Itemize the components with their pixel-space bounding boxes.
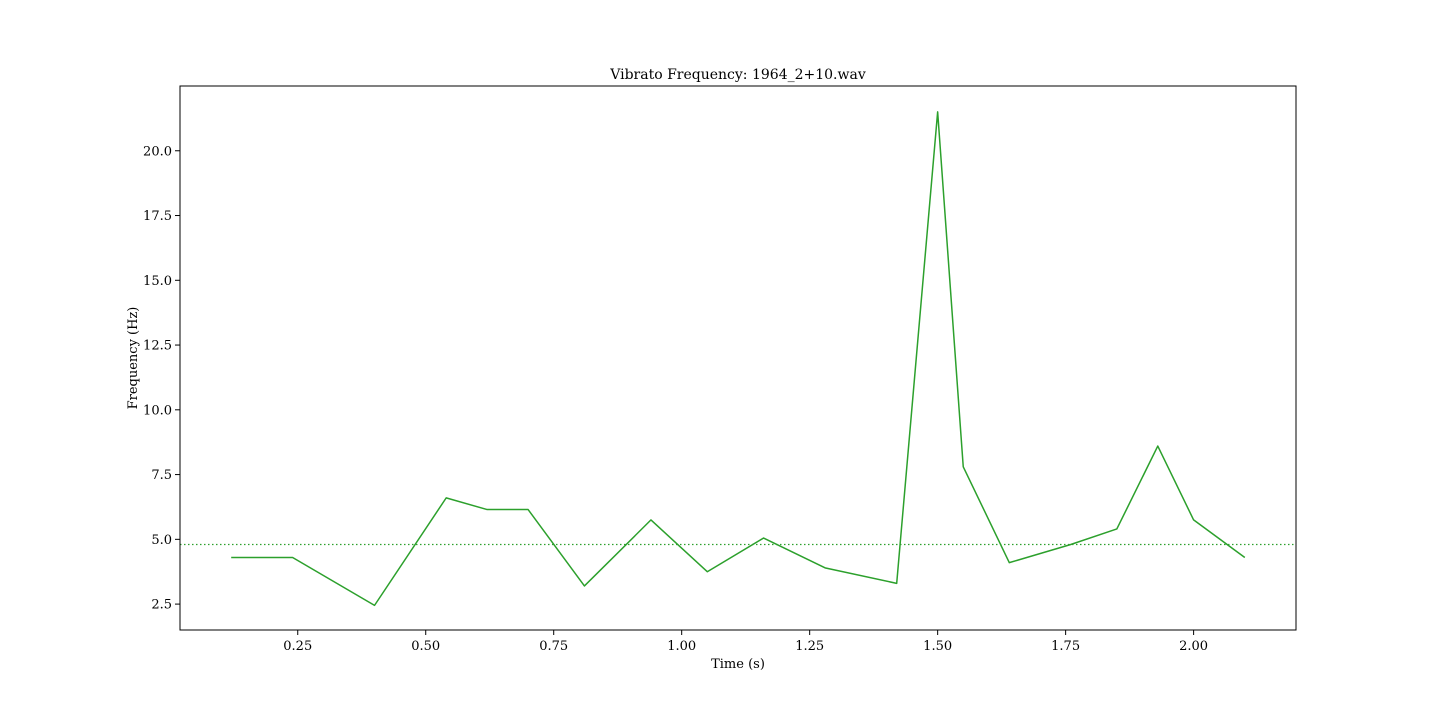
x-tick-label: 1.25 xyxy=(795,639,824,654)
series-lines xyxy=(231,111,1246,607)
y-tick-label: 5.0 xyxy=(151,533,172,548)
y-tick-label: 15.0 xyxy=(143,274,172,289)
y-tick-label: 12.5 xyxy=(143,339,172,354)
y-tick-label: 10.0 xyxy=(143,403,172,418)
x-tick-label: 0.50 xyxy=(411,639,440,654)
x-axis-label: Time (s) xyxy=(711,657,765,672)
x-tick-label: 1.50 xyxy=(923,639,952,654)
y-tick-label: 2.5 xyxy=(151,598,172,613)
y-tick-label: 7.5 xyxy=(151,468,172,483)
plot-background xyxy=(180,86,1296,630)
x-tick-label: 1.00 xyxy=(667,639,696,654)
plot-frame xyxy=(179,85,1297,631)
y-tick-label: 17.5 xyxy=(143,209,172,224)
frequency-series-line xyxy=(231,111,1246,607)
y-tick-label: 20.0 xyxy=(143,144,172,159)
y-axis-ticks: 2.5 5.0 7.5 10.0 12.5 15.0 17.5 20.0 xyxy=(143,144,180,613)
x-tick-label: 0.25 xyxy=(283,639,312,654)
x-tick-label: 2.00 xyxy=(1179,639,1208,654)
chart-title: Vibrato Frequency: 1964_2+10.wav xyxy=(609,67,866,83)
x-tick-label: 0.75 xyxy=(539,639,568,654)
y-axis-label: Frequency (Hz) xyxy=(126,307,141,410)
x-tick-label: 1.75 xyxy=(1051,639,1080,654)
x-axis-ticks: 0.25 0.50 0.75 1.00 1.25 1.50 1.75 2.00 xyxy=(283,630,1208,654)
